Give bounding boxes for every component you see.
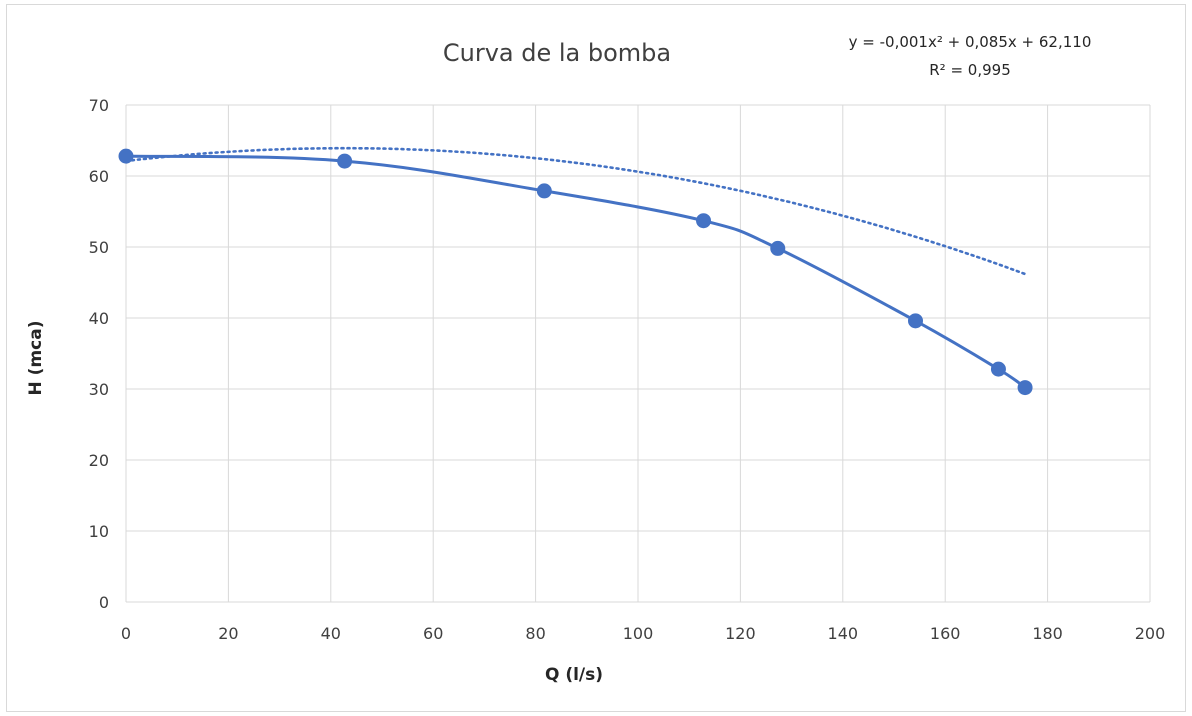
trendline xyxy=(124,146,1027,276)
series-line xyxy=(125,154,1026,389)
x-tick-label: 20 xyxy=(218,624,238,643)
chart-title: Curva de la bomba xyxy=(443,39,671,67)
x-axis-title: Q (l/s) xyxy=(545,665,603,685)
data-point xyxy=(118,148,134,164)
data-point xyxy=(696,213,712,229)
data-point xyxy=(770,240,786,256)
y-tick-label: 0 xyxy=(99,593,109,612)
x-tick-label: 100 xyxy=(623,624,654,643)
x-tick-label: 40 xyxy=(321,624,341,643)
x-tick-label: 80 xyxy=(525,624,545,643)
gridlines xyxy=(125,104,1151,603)
x-tick-label: 200 xyxy=(1135,624,1166,643)
data-point xyxy=(337,153,353,169)
plot-series xyxy=(118,146,1033,396)
y-tick-label: 70 xyxy=(89,96,109,115)
trendline-equation: y = -0,001x² + 0,085x + 62,110 xyxy=(849,33,1092,51)
data-point xyxy=(908,313,924,329)
y-tick-label: 40 xyxy=(89,309,109,328)
x-tick-label: 60 xyxy=(423,624,443,643)
y-axis-title: H (mca) xyxy=(26,321,46,396)
data-point xyxy=(990,361,1006,377)
y-tick-label: 10 xyxy=(89,522,109,541)
y-tick-labels: 0 10 20 30 40 50 60 70 xyxy=(89,96,109,612)
x-tick-label: 160 xyxy=(930,624,961,643)
data-point xyxy=(1017,380,1033,396)
x-tick-labels: 0 20 40 60 80 100 120 140 160 180 200 xyxy=(121,624,1165,643)
chart-area: 0 20 40 60 80 100 120 140 160 180 200 0 10 20 30 40 50 6… xyxy=(6,4,1186,712)
trendline-r-squared: R² = 0,995 xyxy=(929,61,1010,79)
y-tick-label: 30 xyxy=(89,380,109,399)
x-tick-label: 140 xyxy=(828,624,859,643)
y-tick-label: 50 xyxy=(89,238,109,257)
y-tick-label: 20 xyxy=(89,451,109,470)
x-tick-label: 0 xyxy=(121,624,131,643)
x-tick-label: 120 xyxy=(725,624,756,643)
data-point xyxy=(536,183,552,199)
chart-svg: 0 20 40 60 80 100 120 140 160 180 200 0 10 20 30 40 50 6… xyxy=(26,33,1165,685)
y-tick-label: 60 xyxy=(89,167,109,186)
x-tick-label: 180 xyxy=(1032,624,1063,643)
